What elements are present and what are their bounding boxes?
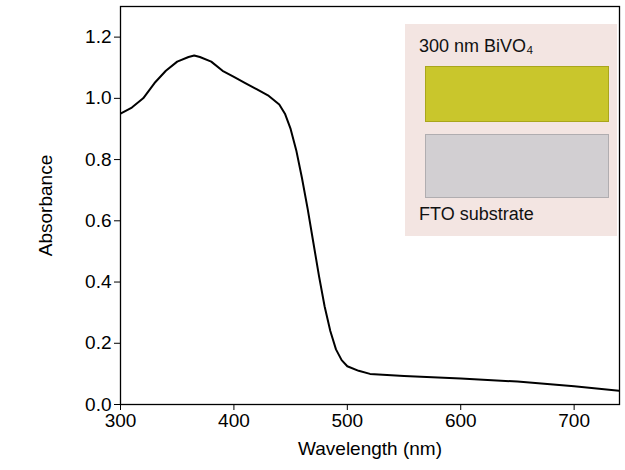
- svg-text:300: 300: [104, 410, 137, 431]
- svg-text:Wavelength (nm): Wavelength (nm): [298, 438, 442, 459]
- svg-text:500: 500: [331, 410, 363, 431]
- svg-text:0.4: 0.4: [85, 271, 112, 292]
- svg-text:700: 700: [558, 410, 590, 431]
- svg-text:0.0: 0.0: [85, 394, 111, 415]
- html-text:300 nm BiVO₄: 300 nm BiVO₄: [419, 36, 534, 56]
- svg-text:Absorbance: Absorbance: [35, 155, 56, 256]
- svg-text:1.2: 1.2: [85, 26, 111, 47]
- svg-text:1.0: 1.0: [85, 87, 111, 108]
- svg-text:0.8: 0.8: [85, 149, 111, 170]
- svg-text:600: 600: [445, 410, 477, 431]
- html-text:FTO substrate: FTO substrate: [419, 204, 534, 224]
- svg-text:0.2: 0.2: [85, 332, 111, 353]
- svg-text:400: 400: [218, 410, 250, 431]
- svg-text:0.6: 0.6: [85, 210, 111, 231]
